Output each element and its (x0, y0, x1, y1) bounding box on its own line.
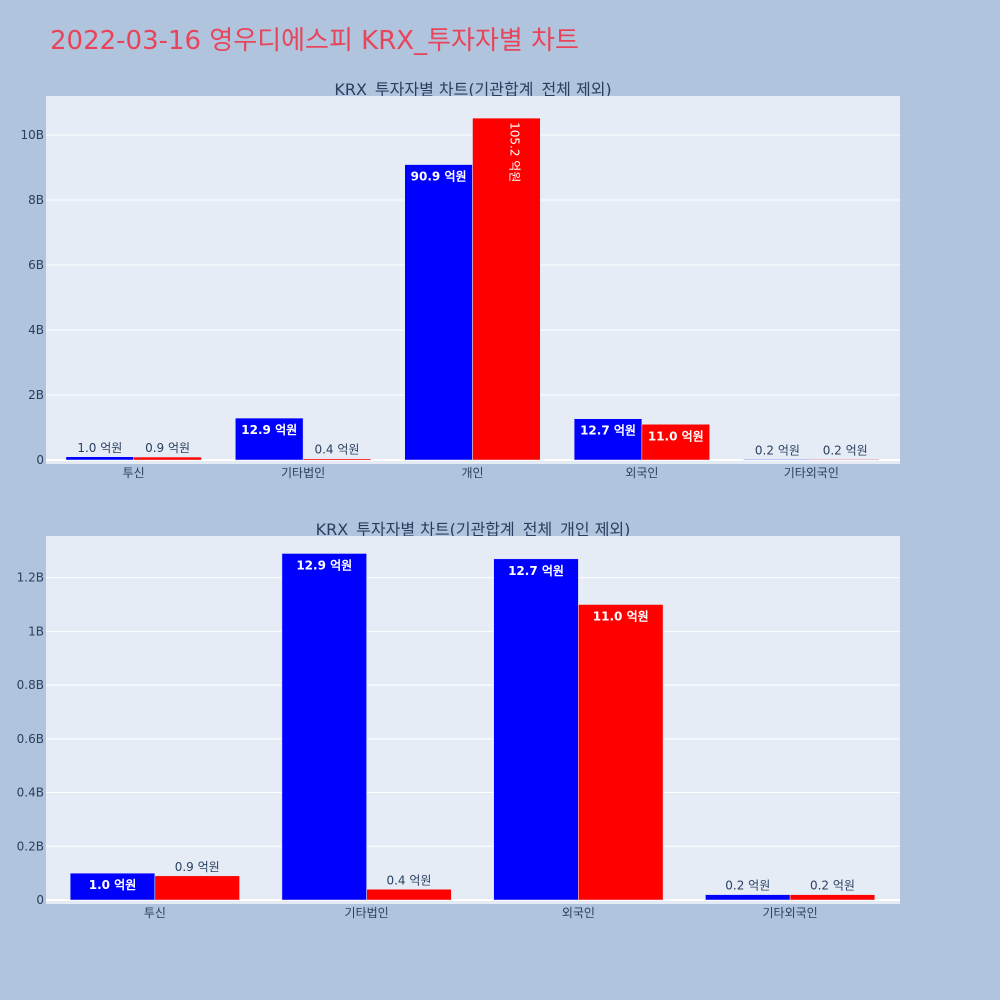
y-tick-label: 6B (28, 258, 44, 272)
bar (811, 459, 880, 461)
y-tick-label: 0.4B (17, 786, 44, 800)
bar (133, 456, 202, 461)
bar (493, 558, 579, 901)
data-label: 0.4 억원 (386, 873, 431, 887)
x-tick-label: 기타법인 (281, 466, 325, 480)
data-label: 1.0 억원 (89, 878, 137, 892)
data-label: 11.0 억원 (648, 429, 704, 443)
x-tick-label: 개인 (461, 466, 483, 480)
y-tick-label: 0.2B (17, 839, 44, 853)
chart-2: KRX_투자자별 차트(기관합계_전체_개인 제외) 0 0.2B 0.4B 0.6B… (17, 520, 900, 920)
bar (65, 456, 134, 461)
page-title: 2022-03-16 영우디에스피 KRX_투자자별 차트 (50, 26, 579, 56)
data-label: 0.9 억원 (175, 860, 220, 874)
y-tick-label: 0 (36, 453, 44, 467)
bar (235, 417, 304, 461)
data-label: 12.9 억원 (296, 558, 352, 572)
y-tick-label: 1B (28, 624, 44, 638)
bar (69, 872, 156, 901)
y-tick-label: 1.2B (17, 571, 44, 585)
chart-1-plot (46, 96, 900, 464)
y-tick-label: 2B (28, 388, 44, 402)
y-tick-label: 8B (28, 193, 44, 207)
x-tick-label: 외국인 (562, 906, 595, 920)
data-label: 105.2 억원 (507, 122, 521, 182)
bar (705, 894, 791, 901)
chart-2-plot-area (46, 536, 900, 904)
data-label: 0.2 억원 (755, 443, 800, 457)
bar (404, 164, 473, 461)
x-tick-label: 기타외국인 (784, 466, 839, 480)
data-label: 0.2 억원 (823, 443, 868, 457)
bar (641, 424, 710, 461)
data-label: 12.9 억원 (241, 423, 297, 437)
data-label: 12.7 억원 (508, 564, 564, 578)
bar (578, 604, 664, 901)
x-tick-label: 기타외국인 (763, 906, 818, 920)
chart-2-title: KRX_투자자별 차트(기관합계_전체_개인 제외) (316, 520, 631, 540)
data-label: 0.4 억원 (314, 443, 359, 457)
y-tick-label: 10B (20, 128, 44, 142)
data-label: 90.9 억원 (411, 170, 467, 184)
data-label: 11.0 억원 (593, 610, 649, 624)
bar (281, 553, 367, 901)
y-tick-label: 4B (28, 323, 44, 337)
bar (789, 894, 876, 901)
bar (743, 459, 812, 461)
y-tick-label: 0.6B (17, 732, 44, 746)
x-tick-label: 투신 (123, 466, 145, 480)
y-tick-label: 0 (36, 893, 44, 907)
chart-2-plot (46, 536, 900, 904)
bar (366, 889, 452, 901)
y-tick-label: 0.8B (17, 678, 44, 692)
chart-1-title: KRX_투자자별 차트(기관합계_전체 제외) (334, 80, 611, 100)
data-label: 0.2 억원 (810, 879, 855, 893)
x-tick-label: 외국인 (625, 466, 658, 480)
data-label: 0.9 억원 (145, 441, 190, 455)
chart-1: KRX_투자자별 차트(기관합계_전체 제외) 0 2B 4B 6B 8B 10B 투신1.… (20, 80, 900, 480)
bar (472, 117, 541, 461)
bar (573, 418, 643, 461)
data-label: 1.0 억원 (77, 441, 122, 455)
data-label: 0.2 억원 (725, 879, 770, 893)
x-tick-label: 투신 (144, 906, 166, 920)
x-tick-label: 기타법인 (345, 906, 389, 920)
bar (302, 458, 372, 461)
bar (154, 875, 240, 901)
data-label: 12.7 억원 (580, 424, 636, 438)
